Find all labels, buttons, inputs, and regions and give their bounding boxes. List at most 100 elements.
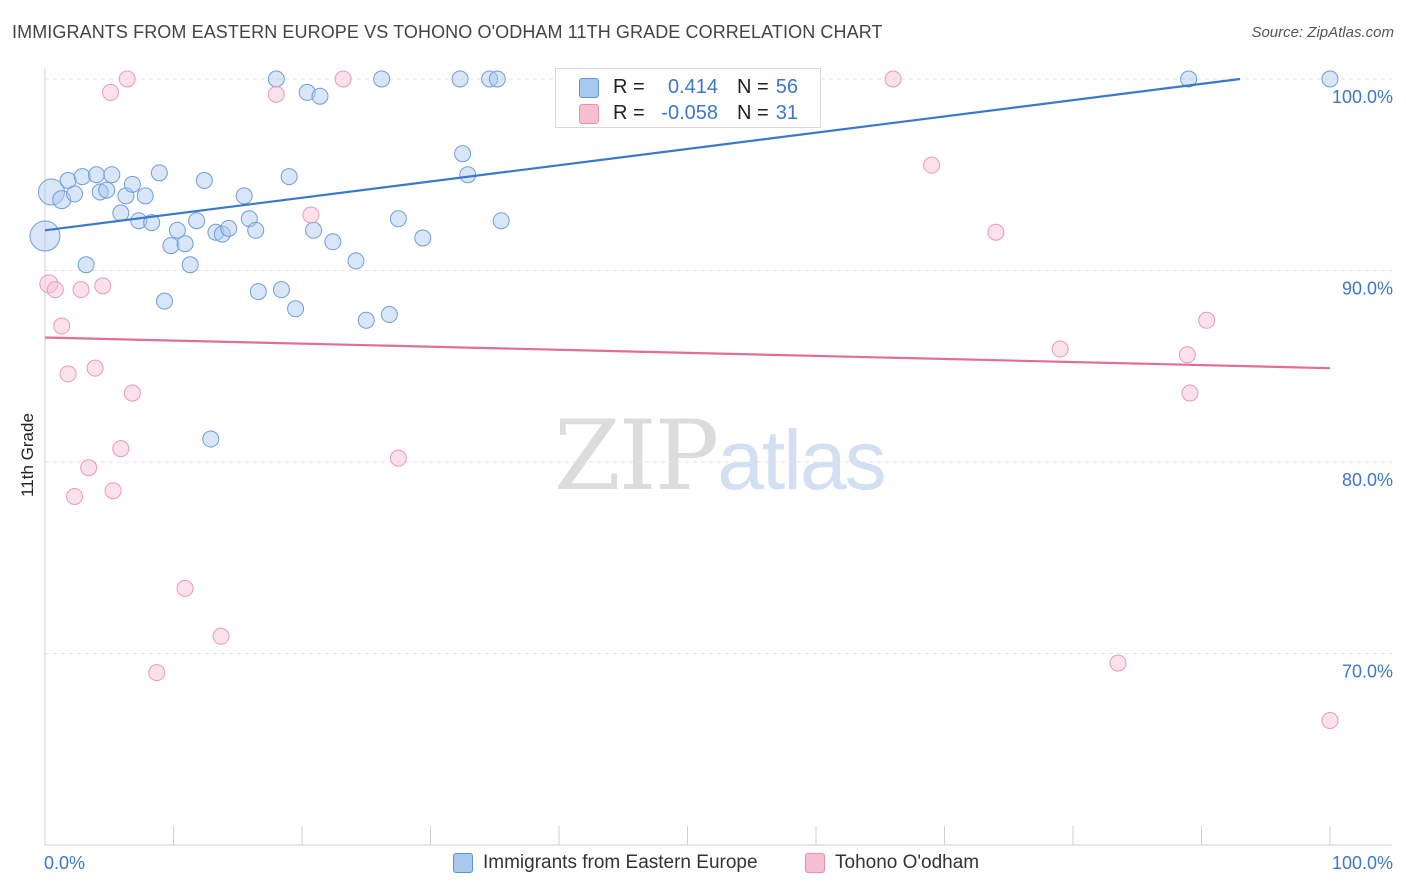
data-point: [98, 181, 116, 199]
data-point: [347, 252, 365, 270]
data-point: [334, 70, 352, 88]
trend-line: [44, 336, 1331, 370]
legend-label: Tohono O'odham: [835, 852, 980, 873]
data-point: [249, 283, 267, 301]
stats-r-value: 0.414: [667, 76, 718, 98]
stats-n-value: 56: [775, 76, 798, 98]
data-point: [884, 70, 902, 88]
stats-row-blue: R = 0.414 N = 56: [556, 74, 822, 100]
data-point: [414, 229, 432, 247]
data-point: [220, 219, 238, 237]
y-tick-label: 70.0%: [1342, 662, 1393, 682]
data-point: [39, 274, 59, 294]
legend-item-tohono-oodham[interactable]: Tohono O'odham: [805, 852, 979, 874]
data-point: [235, 187, 253, 205]
stats-r-value: -0.058: [661, 102, 718, 124]
stats-row-pink: R = -0.058 N = 31: [556, 100, 822, 126]
data-point: [86, 359, 104, 377]
data-point: [1181, 384, 1199, 402]
data-point: [123, 175, 141, 193]
data-point: [492, 212, 510, 230]
data-point: [150, 164, 168, 182]
legend: Immigrants from Eastern Europe Tohono O'…: [0, 850, 1406, 880]
data-point: [267, 70, 285, 88]
stats-r-label: R =: [613, 76, 645, 98]
stats-r-label: R =: [613, 102, 645, 124]
y-tick-label: 100.0%: [1332, 87, 1393, 107]
data-point: [1109, 654, 1127, 672]
data-point: [298, 83, 316, 101]
legend-swatch-blue: [453, 853, 473, 873]
data-point: [357, 311, 375, 329]
data-point: [112, 204, 130, 222]
data-point: [102, 83, 120, 101]
stats-n-label: N =: [737, 102, 769, 124]
data-point: [488, 70, 506, 88]
data-point: [72, 281, 90, 299]
data-point: [176, 579, 194, 597]
source-label: Source: ZipAtlas.com: [1251, 24, 1394, 41]
data-point: [1051, 340, 1069, 358]
chart-title: IMMIGRANTS FROM EASTERN EUROPE VS TOHONO…: [12, 22, 883, 42]
watermark: ZIPatlas: [554, 400, 887, 512]
data-point: [103, 166, 121, 184]
data-point: [94, 277, 112, 295]
data-point: [305, 221, 323, 239]
legend-swatch-pink: [805, 853, 825, 873]
data-point: [181, 256, 199, 274]
data-point: [87, 166, 105, 184]
stats-n-label: N =: [737, 76, 769, 98]
data-point: [287, 300, 305, 318]
data-point: [272, 281, 290, 299]
data-point: [302, 206, 320, 224]
watermark-atlas: atlas: [717, 413, 886, 507]
legend-label: Immigrants from Eastern Europe: [483, 852, 758, 873]
stats-box: R = 0.414 N = 56 R = -0.058 N = 31: [555, 68, 821, 128]
data-point: [267, 85, 285, 103]
data-point: [202, 430, 220, 448]
data-point: [987, 223, 1005, 241]
data-point: [148, 664, 166, 682]
data-point: [389, 449, 407, 467]
legend-item-eastern-europe[interactable]: Immigrants from Eastern Europe: [453, 852, 758, 874]
stats-n-value: 31: [775, 102, 798, 124]
x-tick-label: 0.0%: [44, 853, 85, 873]
data-point: [136, 187, 154, 205]
data-point: [247, 221, 265, 239]
data-point: [91, 183, 109, 201]
x-tick-label: 100.0%: [1332, 853, 1393, 873]
data-point: [1180, 70, 1198, 88]
stats-swatch-pink: [579, 104, 599, 124]
data-point: [29, 220, 61, 252]
data-point: [380, 306, 398, 324]
data-point: [389, 210, 407, 228]
stats-swatch-blue: [579, 78, 599, 98]
data-point: [73, 168, 91, 186]
data-point: [280, 168, 298, 186]
data-point: [923, 156, 941, 174]
data-point: [80, 459, 98, 477]
watermark-zip: ZIP: [554, 400, 719, 512]
data-point: [188, 212, 206, 230]
data-point: [212, 627, 230, 645]
data-point: [1321, 70, 1339, 88]
data-point: [112, 440, 130, 458]
data-point: [207, 223, 225, 241]
data-point: [118, 70, 136, 88]
data-point: [1198, 311, 1216, 329]
data-point: [162, 237, 180, 255]
data-point: [168, 221, 186, 239]
data-point: [451, 70, 469, 88]
data-point: [37, 178, 65, 206]
data-point: [176, 235, 194, 253]
data-point: [66, 185, 84, 203]
data-point: [311, 87, 329, 105]
data-point: [104, 482, 122, 500]
data-point: [195, 171, 213, 189]
data-point: [1178, 346, 1196, 364]
data-point: [123, 384, 141, 402]
y-tick-label: 80.0%: [1342, 470, 1393, 490]
data-point: [324, 233, 342, 251]
data-point: [459, 166, 477, 184]
